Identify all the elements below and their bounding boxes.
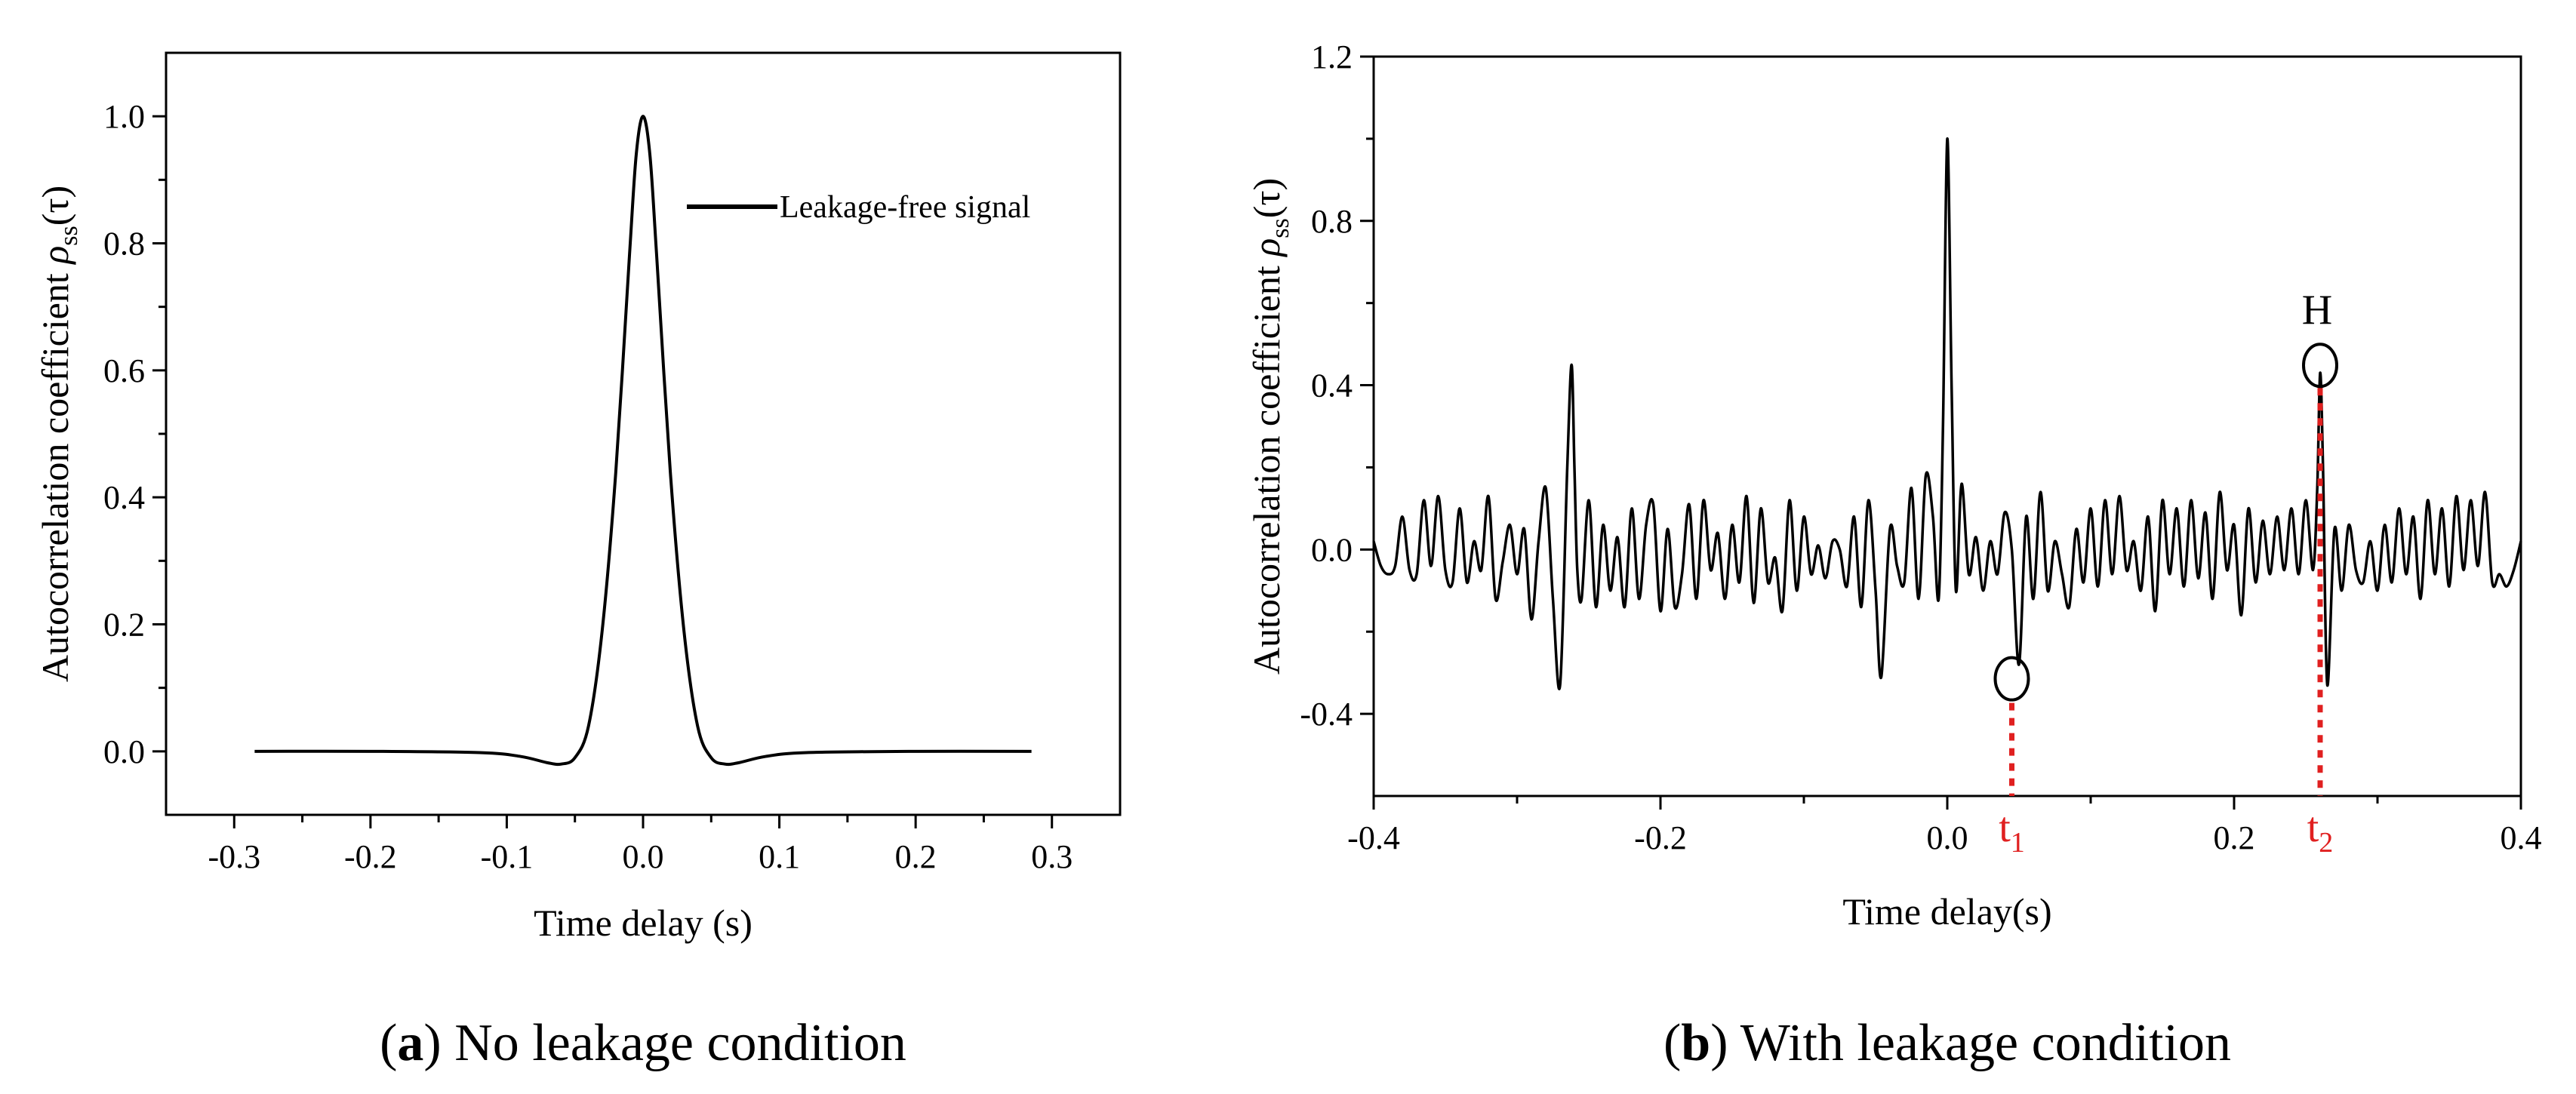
panel-b-caption-text: With leakage condition — [1728, 1014, 2232, 1072]
panel-a-caption: (a) No leakage condition — [380, 1014, 906, 1072]
panel-a-caption-text: No leakage condition — [442, 1014, 906, 1072]
panel-a-y-tick-labels: 0.0 0.2 0.4 0.6 0.8 1.0 — [103, 98, 145, 770]
t1-highlight-circle — [1993, 656, 2030, 702]
panel-b-y-axis-label: Autocorrelation coefficient ρss(τ) — [1245, 178, 1294, 675]
legend-label: Leakage-free signal — [780, 190, 1030, 225]
panel-a-y-axis-label: Autocorrelation coefficient ρss(τ) — [34, 186, 83, 682]
panel-a-plot-frame — [165, 51, 1122, 816]
x-tick-label: 0.0 — [1927, 819, 1968, 856]
t1-label: t1 — [1999, 804, 2025, 859]
peak-h-label: H — [2302, 287, 2332, 333]
panel-a-caption-letter: a — [397, 1014, 423, 1072]
panel-a-x-axis-label: Time delay (s) — [534, 902, 752, 944]
panel-b-y-tick-labels: -0.4 0.0 0.4 0.8 1.2 — [1300, 38, 1353, 733]
y-tick-label: 0.0 — [103, 733, 145, 770]
x-tick-label: 0.4 — [2501, 819, 2542, 856]
panel-b-y-ticks — [1360, 55, 1374, 715]
x-tick-label: -0.1 — [481, 838, 534, 875]
panel-a-x-ticks — [232, 815, 1054, 828]
panel-b-caption: (b) With leakage condition — [1663, 1014, 2231, 1072]
panel-b-chart: -0.4 -0.2 0.0 0.2 0.4 -0.4 0.0 0.4 0.8 1.2 H t1 … — [1245, 38, 2542, 1072]
x-tick-label: 0.1 — [759, 838, 800, 875]
y-tick-label: 0.8 — [103, 226, 145, 263]
y-tick-label: 0.6 — [103, 352, 145, 389]
y-tick-label: 0.2 — [103, 607, 145, 644]
t2-label: t2 — [2307, 804, 2334, 859]
y-tick-label: 0.4 — [103, 479, 145, 516]
panel-a-x-tick-labels: -0.3 -0.2 -0.1 0.0 0.1 0.2 0.3 — [208, 838, 1073, 875]
y-tick-label: 1.0 — [103, 98, 145, 135]
y-tick-label: 0.8 — [1311, 203, 1353, 240]
x-tick-label: 0.3 — [1031, 838, 1073, 875]
panel-b-x-ticks — [1372, 796, 2522, 810]
x-tick-label: -0.3 — [208, 838, 260, 875]
y-tick-label: 0.4 — [1311, 367, 1353, 404]
x-tick-label: 0.2 — [2214, 819, 2255, 856]
y-tick-label: -0.4 — [1300, 696, 1353, 733]
panel-b-annotations: H t1 t2 — [1993, 287, 2338, 859]
x-tick-label: -0.4 — [1347, 819, 1400, 856]
panel-b-x-tick-labels: -0.4 -0.2 0.0 0.2 0.4 — [1347, 819, 2541, 856]
y-tick-label: 0.0 — [1311, 531, 1353, 568]
t2-highlight-circle — [2302, 343, 2338, 389]
panel-a-legend: Leakage-free signal — [687, 190, 1030, 225]
panel-b-series-line — [1372, 137, 2522, 690]
x-tick-label: -0.2 — [1634, 819, 1687, 856]
x-tick-label: -0.2 — [344, 838, 397, 875]
panel-a-y-ticks — [152, 115, 166, 753]
panel-b-caption-letter: b — [1681, 1014, 1710, 1072]
panel-a-series-line — [254, 115, 1032, 767]
x-tick-label: 0.2 — [895, 838, 937, 875]
x-tick-label: 0.0 — [623, 838, 664, 875]
y-tick-label: 1.2 — [1311, 38, 1353, 75]
panel-b-x-axis-label: Time delay(s) — [1842, 890, 2051, 933]
panel-a-chart: -0.3 -0.2 -0.1 0.0 0.1 0.2 0.3 0.0 0.2 0.4 0.6 0.8… — [34, 51, 1122, 1072]
